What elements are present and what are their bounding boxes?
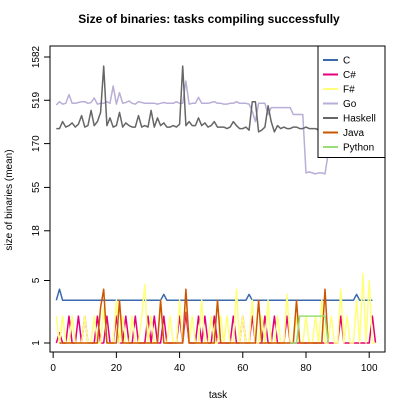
y-tick-label: 519 bbox=[31, 91, 42, 108]
series-line-python bbox=[290, 315, 329, 344]
legend: C C# F# Go Haskell Java Python bbox=[317, 45, 386, 158]
legend-label: Java bbox=[343, 128, 365, 139]
x-axis-label: task bbox=[209, 390, 228, 401]
x-tick-label: 40 bbox=[174, 363, 186, 374]
x-tick-label: 80 bbox=[300, 363, 312, 374]
y-axis-label: size of binaries (mean) bbox=[4, 149, 15, 250]
x-axis: 0 20 40 60 80 100 bbox=[50, 351, 378, 374]
x-tick-label: 100 bbox=[361, 363, 378, 374]
series-line-haskell bbox=[56, 65, 329, 133]
legend-label: C bbox=[343, 56, 350, 67]
y-tick-label: 5 bbox=[31, 277, 42, 283]
y-axis: 1 5 18 55 170 519 1582 bbox=[31, 45, 51, 346]
chart-title: Size of binaries: tasks compiling succes… bbox=[78, 12, 340, 26]
legend-label: Go bbox=[343, 99, 357, 110]
y-tick-label: 1582 bbox=[31, 45, 42, 68]
x-tick-label: 60 bbox=[237, 363, 249, 374]
x-tick-label: 0 bbox=[50, 363, 56, 374]
series-line-java bbox=[59, 288, 329, 344]
legend-box bbox=[317, 45, 386, 158]
y-tick-label: 18 bbox=[31, 225, 42, 237]
x-tick-label: 20 bbox=[111, 363, 123, 374]
legend-label: C# bbox=[343, 70, 356, 81]
legend-label: Python bbox=[343, 143, 374, 154]
plot-series bbox=[55, 65, 377, 344]
legend-label: Haskell bbox=[343, 114, 376, 125]
legend-label: F# bbox=[343, 85, 355, 96]
series-line-c bbox=[55, 288, 373, 302]
y-tick-label: 1 bbox=[31, 340, 42, 346]
y-tick-label: 55 bbox=[31, 181, 42, 193]
y-tick-label: 170 bbox=[31, 135, 42, 152]
